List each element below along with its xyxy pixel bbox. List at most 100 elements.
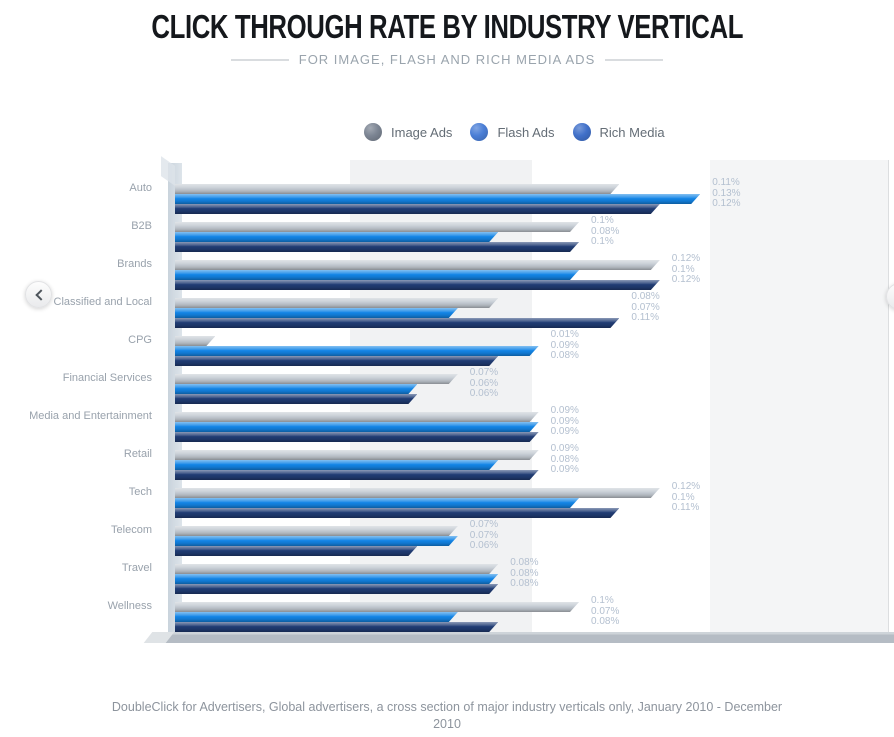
value-label-rich-media: 0.09% — [550, 464, 579, 475]
bar-flash-ads — [175, 308, 458, 318]
bar-flash-ads — [175, 612, 458, 622]
value-label-image-ads: 0.11% — [712, 177, 740, 188]
category-label: B2B — [131, 220, 152, 232]
chart-row: Classified and Local 0.08% 0.07% 0.11% — [0, 291, 894, 330]
category-label: Travel — [121, 562, 152, 574]
category-label: CPG — [128, 334, 152, 346]
prev-button[interactable] — [25, 281, 52, 308]
bar-rich-media — [175, 394, 417, 404]
value-label-flash-ads: 0.1% — [671, 491, 695, 503]
value-labels: 0.07% 0.07% 0.06% — [469, 519, 534, 552]
footer-source-note: DoubleClick for Advertisers, Global adve… — [0, 699, 894, 733]
value-label-rich-media: 0.06% — [469, 388, 499, 399]
value-labels: 0.12% 0.1% 0.11% — [671, 481, 736, 514]
value-label-rich-media: 0.11% — [671, 502, 700, 513]
chart-row: B2B 0.1% 0.08% 0.1% — [0, 215, 894, 254]
value-label-flash-ads: 0.07% — [631, 301, 660, 313]
category-label: Financial Services — [62, 372, 152, 384]
bar-image-ads — [175, 450, 539, 460]
bar-image-ads — [175, 298, 498, 308]
bar-flash-ads — [175, 270, 579, 280]
bar-image-ads — [175, 260, 660, 270]
bar-rich-media — [175, 280, 660, 290]
bar-image-ads — [175, 374, 458, 384]
value-labels: 0.07% 0.06% 0.06% — [469, 367, 534, 400]
header: CLICK THROUGH RATE BY INDUSTRY VERTICAL — [0, 8, 894, 46]
bar-flash-ads — [175, 232, 498, 242]
bar-rich-media — [175, 356, 498, 366]
bar-rich-media — [175, 508, 619, 518]
bar-rich-media — [175, 318, 619, 328]
chart-floor — [156, 632, 894, 643]
bar-rich-media — [175, 584, 498, 594]
value-label-flash-ads: 0.09% — [550, 339, 579, 351]
chart-row: Travel 0.08% 0.08% 0.08% — [0, 557, 894, 596]
value-label-flash-ads: 0.08% — [510, 567, 539, 579]
value-label-flash-ads: 0.08% — [550, 453, 579, 465]
value-label-flash-ads: 0.08% — [591, 225, 620, 237]
value-label-rich-media: 0.11% — [631, 312, 660, 323]
category-label: Classified and Local — [53, 296, 152, 308]
legend-label: Flash Ads — [497, 124, 555, 140]
legend-label: Rich Media — [599, 124, 665, 140]
value-label-rich-media: 0.06% — [469, 540, 499, 551]
legend-dot-image-ads-icon — [364, 123, 382, 141]
legend-label: Image Ads — [391, 124, 453, 140]
value-label-rich-media: 0.1% — [591, 236, 614, 247]
value-label-image-ads: 0.1% — [591, 215, 614, 226]
right-side-panel — [710, 160, 889, 632]
bar-image-ads — [175, 184, 619, 194]
category-label: Brands — [117, 258, 152, 270]
bar-flash-ads — [175, 574, 498, 584]
chart-row: Telecom 0.07% 0.07% 0.06% — [0, 519, 894, 558]
legend-dot-rich-media-icon — [572, 123, 591, 141]
value-labels: 0.11% 0.13% 0.12% — [712, 177, 776, 210]
chart-row: Auto 0.11% 0.13% 0.12% — [0, 177, 894, 216]
value-label-image-ads: 0.07% — [469, 519, 499, 530]
subtitle-rule-right — [605, 58, 664, 61]
value-labels: 0.09% 0.09% 0.09% — [550, 405, 615, 438]
bar-flash-ads — [175, 498, 579, 508]
value-labels: 0.08% 0.08% 0.08% — [510, 557, 574, 590]
value-label-image-ads: 0.01% — [550, 329, 579, 340]
value-label-image-ads: 0.09% — [550, 443, 579, 454]
value-label-flash-ads: 0.06% — [469, 377, 499, 389]
bar-flash-ads — [175, 346, 539, 356]
value-label-image-ads: 0.12% — [671, 253, 701, 264]
category-label: Wellness — [107, 600, 152, 612]
bar-flash-ads — [175, 422, 539, 432]
bar-image-ads — [175, 602, 579, 612]
bar-flash-ads — [175, 536, 458, 546]
chevron-left-icon — [35, 289, 47, 301]
value-label-image-ads: 0.1% — [591, 595, 614, 606]
chart-row: Brands 0.12% 0.1% 0.12% — [0, 253, 894, 292]
bar-rich-media — [175, 546, 417, 556]
bar-image-ads — [175, 412, 539, 422]
legend-dot-flash-ads-icon — [470, 123, 489, 141]
value-label-image-ads: 0.09% — [550, 405, 579, 416]
bar-flash-ads — [175, 460, 498, 470]
bar-rich-media — [175, 242, 579, 252]
footer-line1: DoubleClick for Advertisers, Global adve… — [111, 700, 783, 714]
legend-item-image-ads: Image Ads — [364, 123, 452, 141]
value-label-image-ads: 0.08% — [631, 291, 660, 302]
page-title: CLICK THROUGH RATE BY INDUSTRY VERTICAL — [151, 8, 743, 45]
bar-rich-media — [175, 204, 660, 214]
chart-row: Wellness 0.1% 0.07% 0.08% — [0, 595, 894, 634]
value-label-rich-media: 0.08% — [591, 616, 620, 627]
category-label: Auto — [129, 182, 152, 194]
bar-chart: Auto 0.11% 0.13% 0.12% B2B 0.1% 0.08% 0.1% Brand… — [0, 160, 894, 643]
bar-image-ads — [175, 336, 215, 346]
bar-rich-media — [175, 432, 539, 442]
value-label-flash-ads: 0.07% — [591, 605, 620, 617]
value-label-rich-media: 0.12% — [671, 274, 701, 285]
chart-row: Financial Services 0.07% 0.06% 0.06% — [0, 367, 894, 406]
chart-row: Retail 0.09% 0.08% 0.09% — [0, 443, 894, 482]
chart-row: Tech 0.12% 0.1% 0.11% — [0, 481, 894, 520]
bar-flash-ads — [175, 194, 700, 204]
bar-image-ads — [175, 488, 660, 498]
bar-image-ads — [175, 526, 458, 536]
value-label-rich-media: 0.12% — [712, 198, 741, 209]
legend: Image Ads Flash Ads Rich Media — [364, 123, 665, 141]
page-subtitle: FOR IMAGE, FLASH AND RICH MEDIA ADS — [298, 52, 596, 67]
